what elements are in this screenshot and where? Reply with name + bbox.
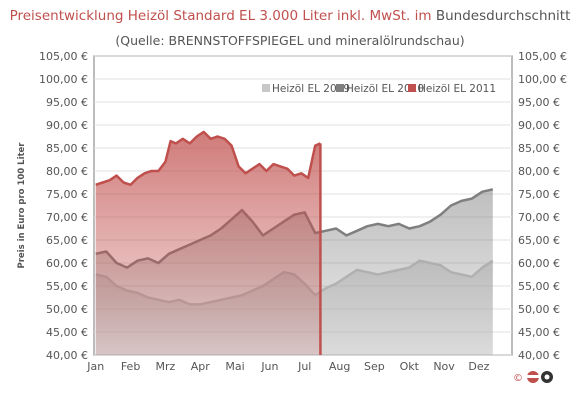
x-tick-label: Mrz — [156, 360, 176, 373]
y-tick-label-left: 85,00 € — [46, 142, 88, 155]
y-tick-label-right: 60,00 € — [518, 257, 560, 270]
x-tick-label: Okt — [400, 360, 420, 373]
x-tick-label: Sep — [364, 360, 385, 373]
y-tick-label-left: 95,00 € — [46, 96, 88, 109]
y-tick-label-right: 45,00 € — [518, 326, 560, 339]
copyright-symbol: © — [513, 373, 523, 384]
y-tick-label-right: 75,00 € — [518, 188, 560, 201]
logo-bar — [527, 375, 539, 378]
chart-subtitle: (Quelle: BRENNSTOFFSPIEGEL und mineralöl… — [115, 33, 465, 48]
legend-swatch-2009 — [262, 84, 270, 92]
y-tick-label-right: 100,00 € — [518, 73, 567, 86]
y-tick-label-right: 80,00 € — [518, 165, 560, 178]
series-area-2011 — [95, 131, 321, 355]
x-tick-label: Mai — [225, 360, 244, 373]
y-tick-label-right: 85,00 € — [518, 142, 560, 155]
logo-dark-hole — [544, 374, 550, 380]
y-tick-label-right: 55,00 € — [518, 280, 560, 293]
y-tick-label-left: 45,00 € — [46, 326, 88, 339]
x-tick-label: Dez — [468, 360, 489, 373]
chart-title-main: Preisentwicklung Heizöl Standard EL 3.00… — [9, 8, 432, 24]
y-tick-label-right: 90,00 € — [518, 119, 560, 132]
y-tick-label-left: 75,00 € — [46, 188, 88, 201]
y-tick-label-right: 65,00 € — [518, 234, 560, 247]
x-tick-label: Apr — [191, 360, 211, 373]
x-tick-label: Jun — [260, 360, 278, 373]
y-tick-label-right: 40,00 € — [518, 349, 560, 362]
legend-label-2011: Heizöl EL 2011 — [418, 83, 496, 95]
y-tick-label-right: 50,00 € — [518, 303, 560, 316]
x-tick-label: Aug — [329, 360, 350, 373]
legend-label-2010: Heizöl EL 2010 — [346, 83, 424, 95]
y-tick-label-left: 90,00 € — [46, 119, 88, 132]
x-tick-label: Jul — [297, 360, 311, 373]
publisher-logo: © — [513, 371, 553, 384]
y-tick-label-right: 70,00 € — [518, 211, 560, 224]
y-tick-label-right: 95,00 € — [518, 96, 560, 109]
y-tick-label-left: 60,00 € — [46, 257, 88, 270]
y-tick-label-right: 105,00 € — [518, 50, 567, 63]
legend-label-2009: Heizöl EL 2009 — [272, 83, 350, 95]
series-line-2011 — [95, 130, 321, 187]
x-tick-label: Nov — [433, 360, 455, 373]
y-tick-label-left: 100,00 € — [39, 73, 88, 86]
y-axis-label: Preis in Euro pro 100 Liter — [17, 142, 27, 269]
x-tick-label: Jan — [86, 360, 104, 373]
y-tick-label-left: 55,00 € — [46, 280, 88, 293]
chart-title-region: Bundesdurchschnitt — [435, 8, 571, 24]
legend-swatch-2010 — [336, 84, 344, 92]
y-tick-label-left: 50,00 € — [46, 303, 88, 316]
y-tick-label-left: 80,00 € — [46, 165, 88, 178]
y-tick-label-left: 65,00 € — [46, 234, 88, 247]
x-tick-label: Feb — [121, 360, 140, 373]
y-tick-label-left: 70,00 € — [46, 211, 88, 224]
chart-title: Preisentwicklung Heizöl Standard EL 3.00… — [0, 8, 580, 24]
y-tick-label-left: 105,00 € — [39, 50, 88, 63]
y-tick-label-left: 40,00 € — [46, 349, 88, 362]
legend-swatch-2011 — [408, 84, 416, 92]
